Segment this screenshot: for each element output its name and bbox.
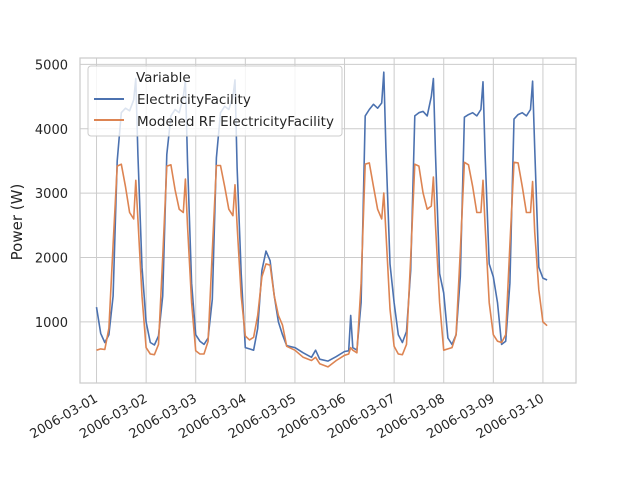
legend-box — [87, 65, 343, 137]
y-tick-label-1: 2000 — [35, 252, 68, 267]
y-tick-label-0: 1000 — [35, 316, 68, 331]
legend: Variable ElectricityFacility Modeled RF … — [87, 65, 343, 137]
plot-frame — [79, 57, 577, 384]
y-axis-ticks: 1000 2000 3000 4000 5000 — [35, 58, 68, 330]
legend-label-modeled-rf-electricity-facility: Modeled RF ElectricityFacility — [137, 114, 334, 130]
y-tick-label-4: 5000 — [35, 58, 68, 73]
y-tick-label-3: 4000 — [35, 123, 68, 138]
y-tick-label-2: 3000 — [35, 187, 68, 202]
legend-title: Variable — [136, 70, 191, 86]
axes-frame — [79, 57, 577, 384]
series-line-modeled-rf-electricityfacility — [96, 161, 548, 368]
y-axis-label: Power (W) — [8, 184, 26, 261]
legend-label-electricity-facility: ElectricityFacility — [137, 92, 251, 108]
